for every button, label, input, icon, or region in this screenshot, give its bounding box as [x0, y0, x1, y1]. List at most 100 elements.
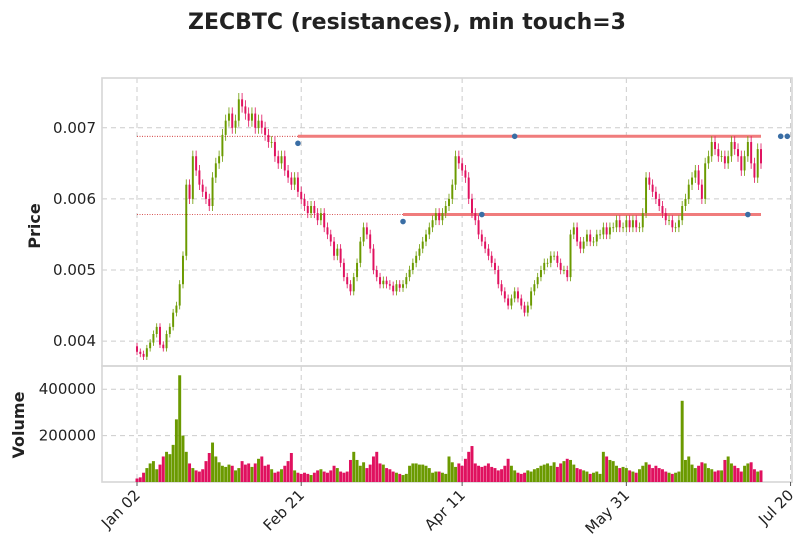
- candle-body: [500, 284, 503, 292]
- candle-body: [244, 106, 247, 114]
- volume-bar: [664, 471, 668, 482]
- candle-body: [342, 262, 345, 278]
- candle-body: [687, 184, 690, 199]
- candle-body: [661, 206, 664, 214]
- candle-body: [434, 213, 437, 221]
- candle-body: [484, 241, 487, 249]
- candle-body: [431, 220, 434, 228]
- candle-body: [694, 170, 697, 178]
- candle-body: [592, 241, 595, 243]
- volume-bar: [739, 471, 743, 482]
- volume-bar: [234, 470, 238, 482]
- volume-bar: [526, 470, 530, 482]
- volume-bar: [348, 459, 352, 482]
- volume-bar: [467, 451, 471, 482]
- volume-bar: [559, 463, 563, 482]
- volume-bar: [434, 471, 438, 482]
- volume-bar: [542, 464, 546, 482]
- price-y-ticks: 0.004 0.005 0.006 0.007: [53, 119, 96, 350]
- candle-body: [257, 120, 260, 128]
- candle-body: [310, 206, 313, 214]
- volume-bar: [165, 451, 169, 482]
- candle-body: [497, 270, 500, 285]
- volume-bar: [375, 451, 379, 482]
- volume-bar: [260, 456, 264, 482]
- volume-bar: [329, 470, 333, 482]
- x-ticks: Jan 02 Feb 21 Apr 11 May 31 Jul 20: [97, 482, 797, 538]
- volume-bar: [398, 473, 402, 482]
- volume-bar: [582, 470, 586, 482]
- candle-body: [753, 163, 756, 178]
- candle-body: [691, 177, 694, 185]
- candle-body: [300, 191, 303, 199]
- volume-bar: [253, 463, 257, 482]
- candle-body: [490, 255, 493, 263]
- candle-body: [602, 227, 605, 235]
- candle-body: [293, 177, 296, 185]
- candle-body: [615, 220, 618, 228]
- candle-body: [382, 280, 385, 285]
- volume-bar: [342, 472, 346, 482]
- candle-body: [756, 149, 759, 178]
- volume-bar: [266, 464, 270, 482]
- x-tick-label: May 31: [582, 486, 634, 538]
- volume-bar: [276, 471, 280, 482]
- volume-bar: [303, 472, 306, 482]
- volume-bar: [647, 464, 651, 482]
- volume-bar: [506, 458, 510, 482]
- volume-bar: [752, 469, 756, 482]
- candle-body: [178, 284, 181, 306]
- volume-bar: [440, 472, 444, 482]
- volume-bar: [316, 470, 320, 482]
- candle-body: [543, 262, 546, 270]
- volume-bar: [460, 465, 464, 482]
- candle-body: [471, 198, 473, 214]
- x-tick-label: Jan 02: [97, 486, 144, 533]
- candle-body: [681, 206, 684, 221]
- candle-body: [625, 220, 628, 228]
- candle-body: [654, 191, 657, 199]
- volume-bar: [243, 464, 247, 482]
- candle-body: [198, 170, 201, 185]
- volume-bar: [631, 471, 635, 482]
- volume-bar: [293, 470, 297, 482]
- volume-bar: [615, 465, 618, 482]
- touch-marker: [511, 133, 518, 140]
- candle-body: [336, 248, 339, 256]
- volume-bar: [657, 468, 661, 482]
- volume-bar: [477, 465, 481, 482]
- volume-bar: [716, 470, 720, 482]
- candle-body: [733, 142, 736, 150]
- volume-bar: [184, 451, 188, 482]
- candle-body: [319, 213, 322, 221]
- volume-bar: [536, 468, 540, 482]
- volume-bar: [371, 456, 375, 482]
- candle-body: [250, 113, 253, 121]
- volume-bar: [444, 473, 448, 482]
- candle-body: [612, 227, 615, 229]
- volume-bar: [624, 468, 628, 482]
- volume-bar: [578, 469, 582, 482]
- candle-body: [264, 127, 267, 135]
- candle-body: [329, 234, 332, 242]
- candle-body: [674, 227, 677, 229]
- candle-body: [684, 198, 687, 206]
- candle-body: [467, 177, 470, 199]
- candle-body: [533, 284, 536, 292]
- candle-body: [704, 163, 707, 199]
- candle-body: [635, 220, 638, 228]
- volume-bars: [135, 375, 763, 482]
- candle-body: [451, 184, 454, 199]
- volume-bar: [592, 472, 595, 482]
- price-panel-grid: [102, 78, 792, 366]
- candle-body: [356, 262, 359, 278]
- volume-bar: [595, 471, 599, 482]
- volume-bar: [250, 466, 254, 482]
- volume-bar: [168, 454, 172, 482]
- candle-body: [464, 170, 467, 178]
- candle-body: [270, 142, 273, 143]
- volume-bar: [749, 462, 753, 482]
- candle-body: [536, 277, 539, 285]
- candle-body: [303, 198, 306, 206]
- candle-body: [645, 177, 648, 214]
